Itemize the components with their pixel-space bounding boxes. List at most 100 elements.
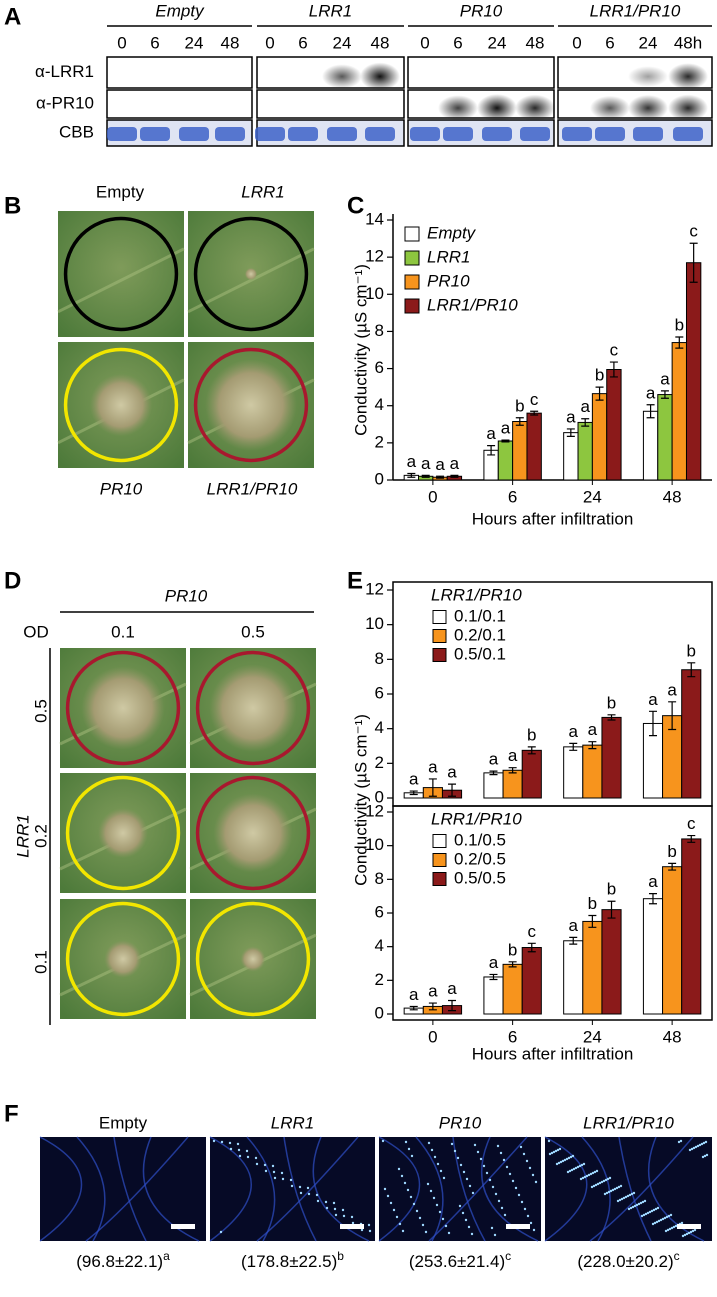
vein [544,1136,588,1242]
bar [483,976,504,1015]
y-tick-label: 10 [365,284,384,303]
bar [606,369,622,481]
callose-spot [395,1215,399,1219]
y-tick-label: 6 [375,358,384,377]
significance-letter: c [530,390,539,409]
callose-spot [406,1188,410,1192]
bar [502,769,523,799]
panel-label: E [347,567,363,594]
significance-letter: a [428,757,438,776]
callose-spot [526,1214,530,1218]
legend-swatch [432,834,447,848]
callose-spot [626,1194,630,1198]
callose-spot [404,1140,408,1144]
error-bar [489,770,498,776]
legend-label: LRR1 [427,247,470,266]
significance-letter: b [588,894,597,913]
error-bar [428,1002,437,1011]
callose-spot [592,1184,596,1188]
callose-spot [642,1213,646,1217]
callose-spot [616,1199,620,1203]
lesion [244,267,258,281]
blot-band [668,94,708,122]
callose-spot [705,1153,709,1157]
blot-band [360,62,400,91]
blot-time-label: 0 [572,33,581,52]
callose-spot [681,1234,685,1238]
error-bar [609,361,618,378]
infiltration-ring [63,347,179,463]
y-tick-label: 2 [375,432,384,451]
callose-spot [424,1230,428,1234]
significance-letter: a [569,722,579,741]
blot-band [590,95,630,121]
callose-spot [464,1218,468,1222]
blot-band [140,127,170,141]
x-tick-label: 0 [428,487,437,506]
blot-time-label: 48h [674,33,702,52]
callose-spot [594,1183,598,1187]
legend-label: LRR1/PR10 [427,295,518,314]
callose-spot [690,1147,694,1151]
blot-time-label: 48 [221,33,240,52]
blot-time-label: 0 [117,33,126,52]
bar [563,432,579,481]
callose-spot [664,1229,668,1233]
y-tick-label: 12 [365,801,384,820]
callose-spot [342,1214,346,1218]
callose-spot [691,1229,695,1233]
callose-spot [567,1156,571,1160]
callose-spot [255,1162,259,1166]
callose-spot [439,1169,443,1173]
blot-group-label: Empty [155,1,205,20]
blot-band [215,127,245,141]
infiltration-ring [195,650,311,766]
callose-spot [644,1212,648,1216]
error-bar [607,714,616,721]
bar [526,412,542,481]
infiltration-ring [65,775,181,891]
legend-label: 0.2/0.1 [454,625,506,644]
y-tick-label: 2 [375,753,384,772]
error-bar [687,834,696,843]
caption-value: (253.6±21.4) [409,1252,505,1271]
blot-band [179,127,209,141]
callose-spot [591,1171,595,1175]
significance-letter: b [595,366,604,385]
callose-spot [350,1215,354,1219]
callose-spot [611,1188,615,1192]
callose-spot [583,1175,587,1179]
callose-spot [685,1232,689,1236]
callose-spot [603,1192,607,1196]
callose-spot [415,1209,419,1213]
callose-spot [665,1215,669,1219]
od-row-label: 0.1 [31,950,50,974]
legend-swatch [432,853,447,867]
blot-band [628,94,668,122]
significance-letter: a [667,680,677,699]
callose-spot [632,1191,636,1195]
infiltration-ring [195,901,311,1017]
od-row-label: 0.2 [31,824,50,848]
blot-band [477,94,517,122]
error-bar [569,742,578,751]
bar [483,772,504,799]
lesion [89,373,153,437]
callose-spot [289,1178,293,1182]
x-tick-label: 24 [583,487,602,506]
blot-time-label: 6 [298,33,307,52]
blot-time-label: 48 [526,33,545,52]
lesion [104,940,142,978]
error-bar [581,418,590,427]
callose-spot [497,1199,501,1203]
caption-letter: a [163,1249,170,1263]
error-bar [588,914,597,928]
callose-spot [550,1151,554,1155]
y-tick-label: 0 [375,1003,384,1022]
y-tick-label: 12 [365,247,384,266]
significance-letter: a [646,383,656,402]
caption-letter: b [337,1249,344,1263]
callose-spot [508,1172,512,1176]
significance-letter: a [508,746,518,765]
blot-band [628,66,668,87]
